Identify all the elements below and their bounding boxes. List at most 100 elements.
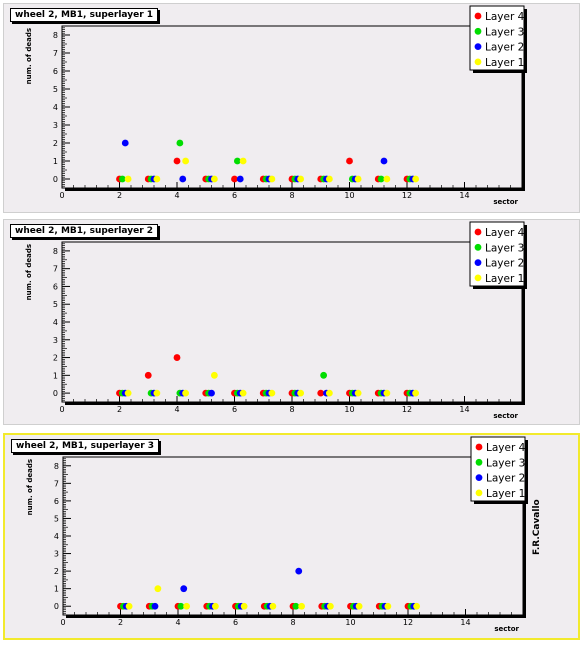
marker-layer-1 xyxy=(298,602,306,610)
marker-layer-1 xyxy=(153,175,161,183)
marker-layer-1 xyxy=(354,175,362,183)
marker-layer-1 xyxy=(355,602,363,610)
legend-marker-layer-3 xyxy=(474,243,482,251)
x-tick-label: 6 xyxy=(232,405,237,414)
x-axis-title: sector xyxy=(493,198,518,206)
legend-marker-layer-4 xyxy=(474,12,482,20)
y-tick-label: 6 xyxy=(54,497,59,506)
marker-layer-1 xyxy=(182,389,190,397)
marker-layer-1 xyxy=(383,389,391,397)
marker-layer-3 xyxy=(233,157,241,165)
y-tick-label: 4 xyxy=(53,318,58,327)
legend-label: Layer 4 xyxy=(486,442,526,454)
legend-marker-layer-4 xyxy=(474,228,482,236)
x-tick-label: 14 xyxy=(460,618,470,627)
legend-label: Layer 2 xyxy=(485,42,524,54)
y-axis-title: num. of deads xyxy=(25,28,33,84)
marker-layer-4 xyxy=(173,354,181,361)
marker-layer-4 xyxy=(346,157,353,165)
x-tick-label: 4 xyxy=(174,405,179,414)
marker-layer-1 xyxy=(154,585,162,593)
x-tick-label: 12 xyxy=(402,405,412,414)
x-tick-label: 12 xyxy=(402,191,412,200)
pad-title-superlayer-3: wheel 2, MB1, superlayer 3 xyxy=(11,439,160,453)
x-axis-title: sector xyxy=(494,625,519,633)
legend-label: Layer 3 xyxy=(486,457,525,469)
marker-layer-1 xyxy=(269,602,277,610)
y-axis-title: num. of deads xyxy=(25,244,33,300)
marker-layer-4 xyxy=(231,175,238,183)
y-tick-label: 1 xyxy=(54,585,59,594)
legend-label: Layer 2 xyxy=(485,258,524,270)
x-tick-label: 6 xyxy=(232,191,237,200)
marker-layer-2 xyxy=(236,175,244,183)
pad-title-superlayer-2: wheel 2, MB1, superlayer 2 xyxy=(10,224,159,238)
marker-layer-1 xyxy=(239,157,247,165)
plot-frame xyxy=(61,241,523,403)
legend-label: Layer 4 xyxy=(485,11,525,23)
y-tick-label: 1 xyxy=(53,371,58,380)
y-tick-label: 8 xyxy=(54,462,59,471)
marker-layer-2 xyxy=(180,585,188,593)
legend-marker-layer-3 xyxy=(474,27,482,35)
frame-shadow-right xyxy=(523,460,526,618)
x-tick-label: 10 xyxy=(345,618,355,627)
marker-layer-4 xyxy=(317,389,325,397)
marker-layer-3 xyxy=(320,371,328,379)
marker-layer-1 xyxy=(412,389,420,397)
y-tick-label: 1 xyxy=(53,157,58,166)
x-axis-title: sector xyxy=(493,412,518,420)
x-tick-label: 8 xyxy=(290,618,295,627)
y-tick-label: 3 xyxy=(53,336,58,345)
author-signature: F.R.Cavallo xyxy=(532,499,542,555)
x-tick-label: 8 xyxy=(289,405,294,414)
y-tick-label: 0 xyxy=(53,175,58,184)
x-tick-label: 12 xyxy=(403,618,413,627)
x-tick-label: 4 xyxy=(175,618,180,627)
marker-layer-4 xyxy=(173,157,181,165)
plot-pad-superlayer-1: 0 1 2 3 4 5 6 7 8 0 2 4 6 8 10 12 14 sector num. of deads L… xyxy=(3,3,580,213)
x-tick-label: 4 xyxy=(174,191,179,200)
marker-layer-1 xyxy=(325,389,333,397)
y-tick-label: 3 xyxy=(54,550,59,559)
frame-shadow-bottom xyxy=(65,188,525,191)
y-tick-label: 2 xyxy=(54,567,59,576)
marker-layer-3 xyxy=(176,139,184,147)
x-tick-label: 2 xyxy=(118,618,123,627)
legend-label: Layer 1 xyxy=(486,488,525,500)
marker-layer-1 xyxy=(383,175,391,183)
marker-layer-1 xyxy=(125,602,133,610)
frame-shadow-bottom xyxy=(66,615,526,618)
y-tick-label: 7 xyxy=(53,49,58,58)
marker-layer-1 xyxy=(153,389,161,397)
marker-layer-2 xyxy=(151,602,159,610)
plot-pad-superlayer-3[interactable]: 0 1 2 3 4 5 6 7 8 0 2 4 6 8 10 12 14 sector num. of deads L… xyxy=(3,433,580,640)
legend-marker-layer-4 xyxy=(475,443,483,451)
x-tick-label: 10 xyxy=(344,405,354,414)
marker-layer-1 xyxy=(183,602,191,610)
marker-layer-1 xyxy=(268,389,276,397)
legend-marker-layer-2 xyxy=(474,259,482,266)
legend-label: Layer 1 xyxy=(485,57,524,69)
marker-layer-1 xyxy=(297,175,305,183)
marker-layer-3 xyxy=(292,602,300,610)
y-tick-label: 7 xyxy=(53,265,58,274)
marker-layer-2 xyxy=(380,157,388,165)
y-tick-label: 0 xyxy=(54,602,59,611)
x-tick-label: 14 xyxy=(459,405,469,414)
legend-label: Layer 2 xyxy=(486,473,525,485)
marker-layer-1 xyxy=(240,602,248,610)
marker-layer-2 xyxy=(208,389,215,397)
y-tick-label: 6 xyxy=(53,67,58,76)
legend-marker-layer-2 xyxy=(475,474,483,481)
legend-label: Layer 3 xyxy=(485,26,524,38)
x-tick-label: 2 xyxy=(117,405,122,414)
marker-layer-1 xyxy=(210,371,218,379)
marker-layer-1 xyxy=(211,602,219,610)
frame-shadow-bottom xyxy=(65,402,525,405)
marker-layer-2 xyxy=(121,139,129,147)
y-tick-label: 5 xyxy=(53,85,58,94)
